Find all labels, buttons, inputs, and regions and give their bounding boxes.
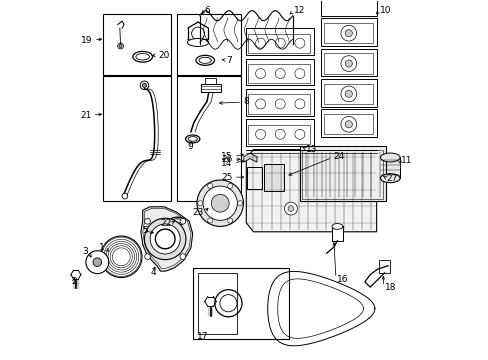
Text: 21: 21: [80, 111, 91, 120]
Bar: [324, 84, 372, 104]
Text: 14: 14: [221, 159, 232, 168]
Bar: [176, 76, 241, 202]
Bar: [176, 14, 241, 75]
Bar: [324, 23, 372, 43]
Polygon shape: [244, 153, 257, 162]
Text: 11: 11: [400, 156, 411, 165]
Bar: [246, 59, 313, 85]
Bar: [324, 53, 372, 73]
Bar: [378, 260, 389, 273]
Text: 17: 17: [197, 332, 208, 341]
Circle shape: [119, 45, 122, 48]
Circle shape: [227, 183, 232, 188]
Text: 12: 12: [293, 6, 305, 15]
Bar: [246, 28, 313, 55]
Text: 5: 5: [142, 225, 148, 234]
Bar: [103, 76, 171, 202]
Text: 6: 6: [204, 6, 210, 15]
Circle shape: [180, 254, 185, 260]
Text: 20: 20: [158, 51, 169, 60]
Circle shape: [197, 180, 243, 226]
Bar: [205, 78, 216, 84]
Ellipse shape: [380, 153, 399, 162]
Circle shape: [207, 218, 212, 223]
Bar: [246, 119, 313, 146]
Circle shape: [345, 90, 352, 98]
Text: 10: 10: [379, 6, 390, 15]
Text: 7: 7: [225, 56, 231, 65]
Bar: [103, 14, 171, 75]
Bar: [198, 273, 237, 334]
Circle shape: [284, 202, 297, 215]
Circle shape: [86, 251, 108, 274]
Bar: [264, 164, 283, 191]
Text: 18: 18: [384, 283, 395, 292]
Circle shape: [203, 186, 237, 220]
Bar: [201, 84, 221, 93]
Circle shape: [211, 194, 229, 212]
Circle shape: [287, 206, 293, 211]
Circle shape: [345, 121, 352, 128]
Text: 26: 26: [221, 155, 233, 164]
Polygon shape: [141, 207, 192, 271]
Circle shape: [142, 83, 146, 87]
Text: 27: 27: [386, 174, 397, 183]
Circle shape: [345, 60, 352, 67]
Text: 25: 25: [221, 173, 233, 182]
Bar: [248, 94, 309, 113]
Circle shape: [227, 218, 232, 223]
Text: 24: 24: [332, 152, 344, 161]
Bar: [192, 267, 288, 339]
Text: 16: 16: [336, 275, 347, 284]
Bar: [321, 18, 376, 46]
Text: 8: 8: [243, 97, 249, 106]
Bar: [299, 146, 385, 202]
Bar: [321, 0, 376, 16]
Bar: [321, 79, 376, 107]
Bar: [324, 114, 372, 134]
Ellipse shape: [380, 174, 399, 183]
Circle shape: [207, 183, 212, 188]
Ellipse shape: [187, 39, 208, 46]
Text: 19: 19: [81, 36, 93, 45]
Circle shape: [144, 218, 185, 260]
Bar: [246, 89, 313, 116]
Bar: [248, 64, 309, 83]
Text: 13: 13: [305, 145, 317, 154]
Circle shape: [180, 219, 185, 224]
Bar: [331, 226, 342, 241]
Circle shape: [237, 201, 242, 206]
Text: 1: 1: [99, 243, 104, 252]
Circle shape: [122, 193, 127, 199]
Circle shape: [197, 201, 203, 206]
Bar: [247, 167, 261, 189]
Bar: [302, 150, 382, 199]
Circle shape: [93, 258, 102, 266]
Ellipse shape: [331, 224, 342, 229]
Circle shape: [150, 224, 180, 254]
Text: 3: 3: [82, 247, 88, 256]
Text: 15: 15: [221, 152, 232, 161]
Circle shape: [144, 219, 150, 224]
Circle shape: [144, 254, 150, 260]
Bar: [380, 157, 400, 178]
Text: 9: 9: [187, 141, 193, 150]
Bar: [321, 49, 376, 76]
Text: 22: 22: [160, 219, 171, 228]
Bar: [248, 33, 309, 53]
Bar: [321, 109, 376, 137]
Text: 4: 4: [150, 268, 156, 277]
Circle shape: [345, 30, 352, 37]
Text: 2: 2: [71, 277, 77, 286]
Bar: [248, 125, 309, 144]
Text: 23: 23: [192, 208, 203, 217]
Polygon shape: [246, 150, 376, 232]
